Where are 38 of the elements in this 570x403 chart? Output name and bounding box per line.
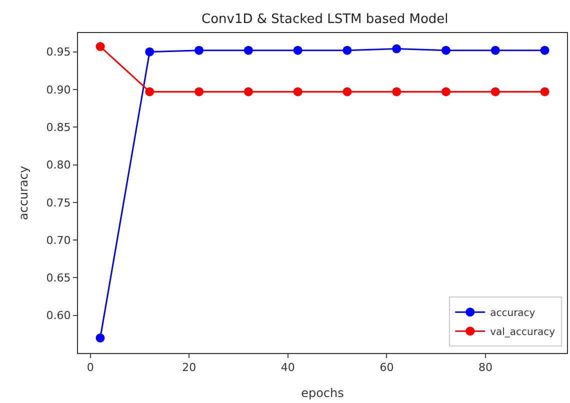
x-tick-label: 80 (478, 361, 492, 374)
y-tick-label: 0.60 (46, 309, 71, 322)
point (145, 47, 154, 56)
point (342, 46, 352, 55)
point (96, 42, 105, 52)
point (244, 46, 253, 55)
y-tick-label: 0.65 (46, 272, 71, 285)
y-axis-title: accuracy (16, 166, 31, 220)
y-tick-label: 0.70 (46, 234, 71, 247)
point (96, 333, 105, 342)
point (244, 87, 253, 96)
point (392, 87, 402, 96)
point (441, 87, 450, 96)
point (490, 87, 500, 96)
point (293, 46, 302, 55)
x-axis-title: epochs (301, 386, 344, 400)
point (392, 44, 402, 54)
point (342, 87, 352, 96)
point (194, 46, 204, 55)
x-tick-label: 20 (182, 361, 196, 374)
point (540, 87, 550, 96)
legend-label: accuracy (490, 308, 536, 319)
point (145, 87, 154, 96)
point (194, 87, 204, 96)
point (293, 87, 302, 96)
x-tick-label: 0 (86, 361, 94, 374)
y-tick-label: 0.85 (46, 120, 71, 134)
x-tick-label: 40 (280, 361, 295, 374)
point (441, 46, 450, 55)
y-tick-label: 0.80 (46, 158, 71, 172)
y-tick-label: 0.95 (46, 46, 71, 59)
x-tick-label: 60 (380, 361, 394, 374)
y-tick-label: 0.75 (46, 196, 71, 210)
y-tick-label: 0.90 (46, 83, 71, 96)
chart-title: Conv1D & Stacked LSTM based Model (202, 12, 448, 28)
legend-label: val_accuracy (490, 327, 556, 338)
point (490, 46, 500, 55)
point (540, 46, 550, 55)
